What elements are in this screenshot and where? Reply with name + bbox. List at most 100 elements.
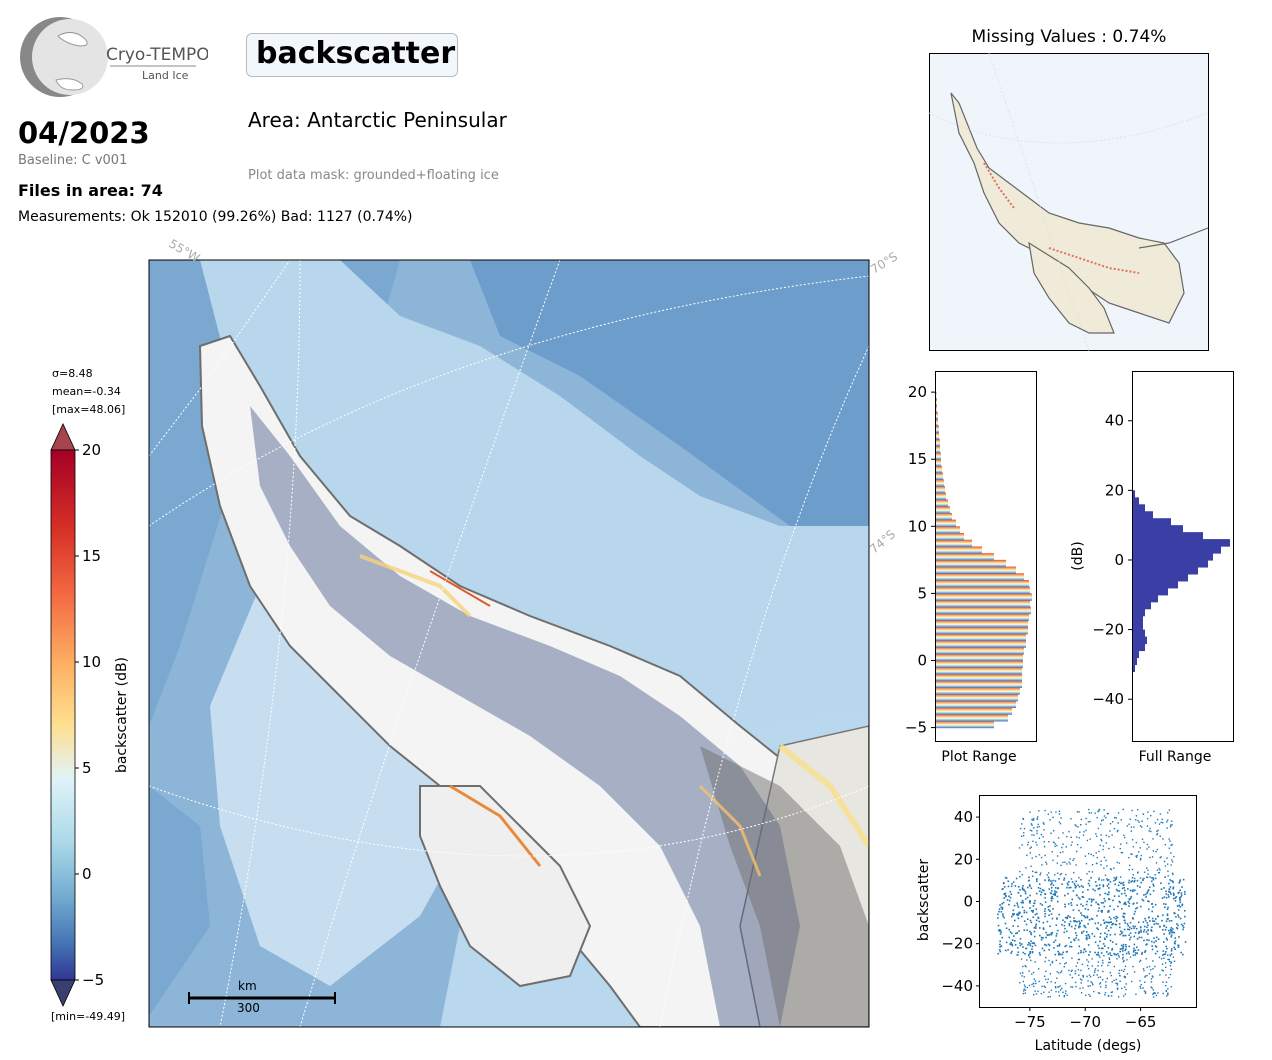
scatter-point (1078, 877, 1080, 879)
scatter-point (1177, 914, 1179, 916)
scatter-point (1175, 895, 1178, 898)
scatter-point (1078, 811, 1080, 813)
scatter-point (1127, 951, 1130, 953)
scatter-point (1048, 879, 1050, 882)
scatter-point (1115, 953, 1117, 956)
scatter-point (1061, 846, 1063, 849)
scatter-point (1048, 914, 1050, 917)
scatter-point (1065, 951, 1068, 953)
scatter-point (1134, 925, 1136, 928)
scatter-point (1034, 990, 1036, 992)
scatter-point (1143, 929, 1146, 931)
scatter-point (1038, 854, 1041, 856)
scatter-point (1046, 981, 1049, 984)
scatter-point (1089, 838, 1091, 840)
date-label: 04/2023 (18, 116, 150, 150)
scatter-point (1181, 924, 1184, 927)
scatter-point (1077, 926, 1080, 929)
scatter-point (1006, 899, 1009, 901)
scatter-point (1098, 954, 1100, 957)
scatter-point (1137, 819, 1139, 822)
scatter-point (1094, 889, 1096, 892)
scatter-point (998, 930, 1000, 932)
scatter-point (1066, 882, 1069, 885)
scatter-point (998, 949, 1001, 951)
scatter-point (1133, 927, 1135, 930)
scatter-point (1102, 848, 1104, 851)
histogram-bar (936, 452, 941, 460)
scatter-point (1055, 987, 1057, 989)
scatter-point (1135, 841, 1138, 844)
scatter-point (1136, 938, 1139, 940)
scatter-point (1143, 990, 1146, 992)
scatter-point (1157, 872, 1160, 874)
scatter-point (1105, 984, 1107, 987)
colorbar-tick-label: 20 (82, 441, 101, 459)
scatter-point (1117, 954, 1120, 957)
scatter-point (1125, 945, 1127, 948)
scatter-point (1104, 994, 1106, 996)
scatter-point (1141, 951, 1144, 954)
scatter-point (1152, 993, 1154, 995)
scatter-point (1138, 936, 1141, 939)
scatter-point (1115, 817, 1117, 819)
scatter-point (1088, 808, 1090, 811)
scatter-point (1020, 827, 1022, 830)
graticule-label-70s: 70°S (868, 249, 900, 276)
scatter-point (1177, 944, 1179, 947)
scatter-point (1142, 879, 1144, 882)
scatter-point (1147, 873, 1149, 875)
scatter-point (1106, 865, 1108, 867)
scatter-point (1144, 951, 1146, 953)
scatter-point (1132, 903, 1134, 905)
scatter-point (1023, 976, 1025, 978)
scatter-point (1108, 891, 1110, 894)
scatter-point (1033, 834, 1035, 836)
scatter-point (1122, 995, 1125, 997)
scatter-point (1097, 965, 1099, 967)
scatter-point (1148, 886, 1151, 889)
scatter-point (1108, 916, 1111, 918)
scatter-point (1098, 878, 1100, 881)
scatter-point (1128, 898, 1131, 901)
scatter-point (999, 933, 1002, 935)
scatter-point (1073, 871, 1075, 874)
scatter-point (1012, 909, 1015, 912)
scatter-point (1082, 905, 1084, 907)
scatter-point (1035, 908, 1038, 910)
histogram-bar (936, 539, 972, 548)
scatter-point (1099, 982, 1102, 984)
scatter-point (1119, 980, 1121, 982)
scatter-point (1050, 880, 1052, 882)
scatter-point (1170, 948, 1173, 950)
scatter-point (1069, 858, 1071, 860)
scatter-point (1036, 832, 1038, 835)
scatter-point (1034, 944, 1037, 947)
scatter-point (1019, 972, 1022, 975)
scatter-point (1172, 893, 1175, 895)
histogram-bar (1133, 553, 1213, 561)
scatter-point (1111, 941, 1114, 943)
scatter-point (1086, 959, 1088, 961)
scatter-point (1183, 909, 1186, 912)
scatter-point (1096, 974, 1098, 976)
scatter-point (1165, 893, 1168, 895)
scatter-point (1046, 934, 1049, 936)
scatter-point (1080, 919, 1083, 922)
scatter-point (1102, 947, 1104, 950)
scatter-point (1042, 928, 1045, 930)
scatter-point (1033, 926, 1036, 929)
scatter-point (1070, 986, 1072, 988)
scatter-point (1091, 965, 1093, 967)
scatter-point (1167, 992, 1169, 994)
scatter-point (1131, 839, 1134, 841)
scatter-point (1076, 904, 1078, 906)
scatter-point (1179, 906, 1182, 908)
scatter-point (1120, 819, 1122, 821)
colorbar-tick-label: 15 (82, 547, 101, 565)
scatter-point (1054, 887, 1057, 889)
scatter-point (1030, 921, 1033, 924)
scatter-point (1152, 976, 1154, 978)
scatter-point (1102, 884, 1105, 886)
